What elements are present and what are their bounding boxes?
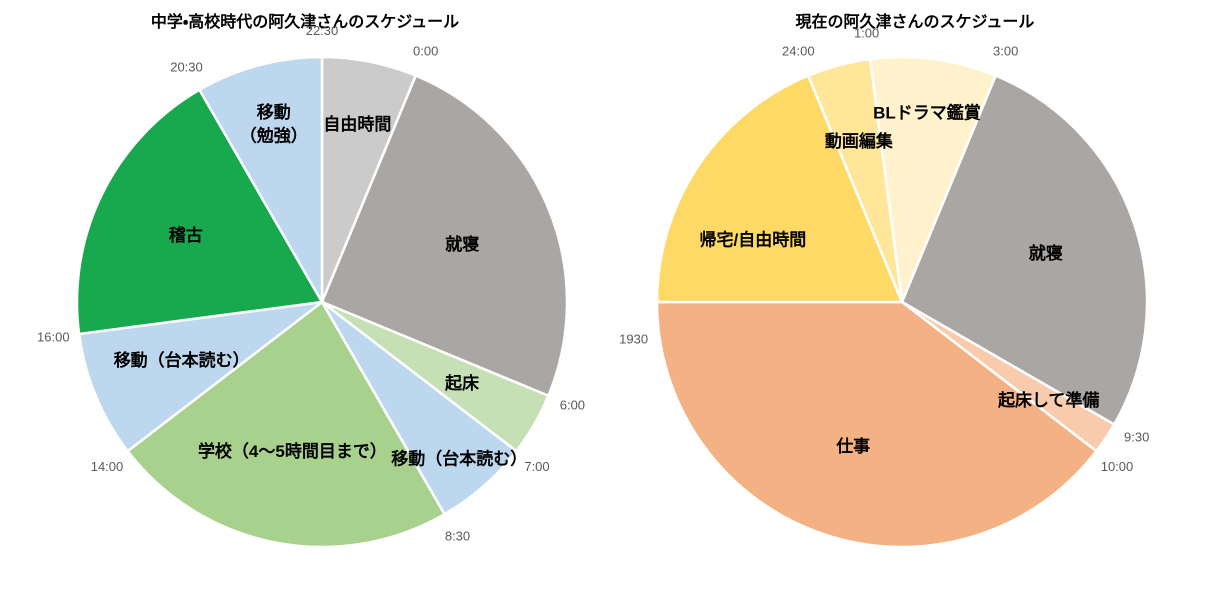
time-label: 24:00 xyxy=(782,44,815,59)
pie-slice xyxy=(126,300,446,549)
pie-slice xyxy=(655,74,904,304)
time-label: 22:30 xyxy=(306,23,339,38)
chart-title-left: 中学・高校時代の阿久津さんのスケジュール xyxy=(150,14,460,31)
slice-label: 移動（台本読む） xyxy=(391,449,527,469)
time-label: 16:00 xyxy=(37,329,70,344)
chart-title-right: 現在の阿久津さんのスケジュール xyxy=(795,14,1035,31)
slice-label: 起床 xyxy=(444,373,480,393)
time-label: 7:00 xyxy=(524,459,549,474)
slice-label: 仕事 xyxy=(835,436,870,456)
pie-slice xyxy=(320,74,569,398)
chart-school-era: 中学・高校時代の阿久津さんのスケジュール 自由時間 就寝 起床 移動（台本読む） 学校（… xyxy=(37,14,585,549)
time-label: 10:00 xyxy=(1101,459,1134,474)
slice-label: BLドラマ鑑賞 xyxy=(873,102,981,122)
pie-slice xyxy=(868,55,998,304)
slice-label: 動画編集 xyxy=(825,131,894,151)
slice-label: 学校（4〜5時間目まで） xyxy=(198,441,387,461)
slice-label: 移動（勉強） xyxy=(240,102,308,146)
slice-label: 稽古 xyxy=(169,225,203,245)
pie-slice xyxy=(806,57,904,304)
slice-label: 就寝 xyxy=(445,234,479,254)
slice-label: 移動（台本読む） xyxy=(114,350,250,370)
slice-label: 帰宅/自由時間 xyxy=(700,229,807,249)
time-label: 20:30 xyxy=(170,59,203,74)
pie-slice xyxy=(75,88,324,336)
time-label: 6:00 xyxy=(560,398,585,413)
time-label: 1930 xyxy=(619,332,648,347)
pie-slice xyxy=(655,300,1098,549)
slice-label: 起床して準備 xyxy=(997,390,1099,410)
time-label: 9:30 xyxy=(1124,430,1149,445)
time-label: 1:00 xyxy=(854,25,879,40)
time-label: 0:00 xyxy=(413,44,438,59)
slice-label: 就寝 xyxy=(1029,243,1063,263)
pie-slice xyxy=(77,300,324,453)
time-label: 8:30 xyxy=(445,529,470,544)
pie-chart-school-era: 自由時間就寝起床移動（台本読む）学校（4〜5時間目まで）移動（台本読む）稽古移動… xyxy=(37,23,585,549)
pie-slice xyxy=(198,55,324,304)
time-label: 3:00 xyxy=(993,44,1018,59)
slice-label: 自由時間 xyxy=(323,114,391,134)
time-label: 14:00 xyxy=(91,459,124,474)
chart-current: 現在の阿久津さんのスケジュール BLドラマ鑑賞就寝起床して準備仕事 帰宅/自由時間… xyxy=(610,0,1220,600)
